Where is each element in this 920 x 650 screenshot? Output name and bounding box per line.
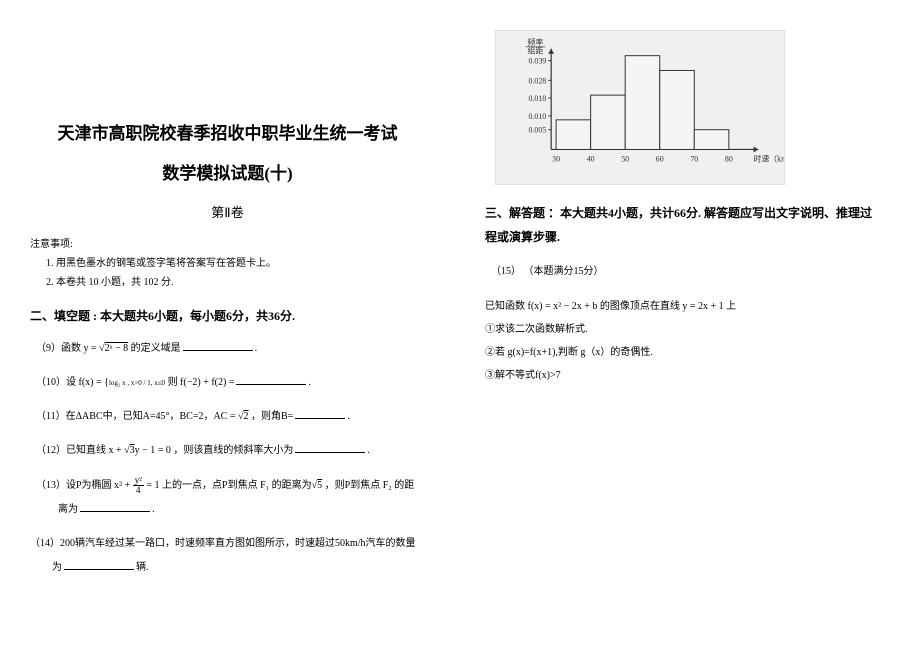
q15-given: 已知函数 f(x) = x² − 2x + b 的图像顶点在直线 y = 2x … — [485, 297, 880, 316]
blank — [236, 384, 306, 385]
right-column: 频率组距0.039 0.028 0.018 0.010 0.005 30 40 50 60 70 8… — [460, 0, 920, 650]
q13-sqrt-arg: 5 — [317, 480, 322, 491]
question-12: （12）已知直线 x + 3y − 1 = 0 ，则该直线的倾斜率大小为. — [36, 442, 425, 460]
q12-end: . — [367, 445, 370, 456]
sqrt-icon: 2ˣ − 8 — [99, 340, 128, 358]
q12-text-mid: y − 1 = 0 ，则该直线的倾斜率大小为 — [135, 445, 294, 456]
q10-text-pre: （10）设 f(x) = { — [36, 377, 109, 388]
q14-text-pre: （14）200辆汽车经过某一路口，时速频率直方图如图所示，时速超过50km/h汽… — [30, 538, 416, 549]
sqrt-icon: 2 — [238, 408, 249, 426]
question-14: （14）200辆汽车经过某一路口，时速频率直方图如图所示，时速超过50km/h汽… — [30, 535, 425, 577]
q13-text-mid1: = 1 上的一点，点P到焦点 F₁ 的距离为 — [144, 480, 312, 491]
q10-end: . — [308, 377, 311, 388]
q15-sub1: ①求该二次函数解析式. — [485, 320, 880, 339]
q15-sub3: ③解不等式f(x)>7 — [485, 366, 880, 385]
blank — [64, 569, 134, 570]
section3-header: 三、解答题 ：本大题共4小题，共计66分. 解答题应写出文字说明、推理过程或演算… — [485, 201, 880, 249]
q11-end: . — [347, 411, 350, 422]
svg-text:频率: 频率 — [528, 37, 544, 47]
paper-part: 第Ⅱ卷 — [30, 202, 425, 221]
histogram-chart: 频率组距0.039 0.028 0.018 0.010 0.005 30 40 50 60 70 8… — [495, 30, 785, 185]
svg-text:80: 80 — [725, 154, 733, 163]
q13-line2-wrap: 离为. — [58, 501, 425, 519]
svg-text:30: 30 — [552, 154, 560, 163]
svg-text:0.018: 0.018 — [529, 94, 547, 103]
notice-item-1: 1. 用黑色墨水的钢笔或签字笔将答案写在答题卡上。 — [46, 256, 425, 272]
sqrt-icon: 5 — [312, 477, 323, 495]
q9-text-post: 的定义域是 — [128, 343, 181, 354]
q9-end: . — [255, 343, 258, 354]
q14-line2: 为 — [52, 562, 62, 573]
q9-text-pre: （9）函数 y = — [36, 343, 99, 354]
svg-text:时速（km/h）: 时速（km/h） — [754, 153, 784, 163]
svg-text:0.010: 0.010 — [529, 112, 547, 121]
question-15: （15） （本题满分15分） — [491, 263, 880, 281]
q15-sub2: ②若 g(x)=f(x+1),判断 g（x）的奇偶性. — [485, 343, 880, 362]
q13-line2: 离为 — [58, 504, 78, 515]
question-10: （10）设 f(x) = {log₂ x , x>0 / 1, x≤0 则 f(… — [36, 374, 425, 392]
question-11: （11）在ΔABC中，已知A=45°，BC=2，AC = 2 ，则角B=. — [36, 408, 425, 426]
q15-num: （15） — [491, 266, 521, 277]
q15-score: （本题满分15分） — [524, 266, 604, 277]
notice-header: 注意事项: — [30, 235, 425, 250]
svg-text:0.028: 0.028 — [529, 76, 547, 85]
q13-end: . — [152, 504, 155, 515]
fraction: y²4 — [133, 476, 144, 495]
q12-text-pre: （12）已知直线 x + — [36, 445, 124, 456]
left-column: 天津市高职院校春季招收中职毕业生统一考试 数学模拟试题(十) 第Ⅱ卷 注意事项:… — [0, 0, 460, 650]
q15-sub3-text: ③解不等式f(x)>7 — [485, 370, 561, 381]
notice-item-2: 2. 本卷共 10 小题，共 102 分. — [46, 275, 425, 291]
blank — [295, 452, 365, 453]
svg-text:60: 60 — [656, 154, 664, 163]
svg-text:70: 70 — [690, 154, 698, 163]
q13-text-mid2: ，则P到焦点 F₂ 的距 — [322, 480, 414, 491]
svg-text:40: 40 — [587, 154, 595, 163]
q11-sqrt-arg: 2 — [244, 411, 249, 422]
question-9: （9）函数 y = 2ˣ − 8 的定义域是. — [36, 340, 425, 358]
q15-sub2-text: ②若 g(x)=f(x+1),判断 g（x）的奇偶性. — [485, 347, 653, 358]
main-title: 天津市高职院校春季招收中职毕业生统一考试 — [30, 120, 425, 149]
q10-piecewise: log₂ x , x>0 / 1, x≤0 — [109, 379, 165, 387]
q15-sub1-text: ①求该二次函数解析式. — [485, 324, 588, 335]
svg-text:0.005: 0.005 — [529, 126, 547, 135]
q11-text-pre: （11）在ΔABC中，已知A=45°，BC=2，AC = — [36, 411, 238, 422]
section2-header: 二、填空题 : 本大题共6小题，每小题6分，共36分. — [30, 307, 425, 324]
sqrt-icon: 3 — [124, 442, 135, 460]
blank — [80, 511, 150, 512]
q13-text-pre: （13）设P为椭圆 x² + — [36, 480, 133, 491]
frac-den: 4 — [133, 486, 144, 495]
q10-text-mid: 则 f(−2) + f(2) = — [165, 377, 234, 388]
q9-sqrt-arg: 2ˣ − 8 — [105, 343, 129, 354]
svg-text:0.039: 0.039 — [529, 57, 547, 66]
q14-end: 辆. — [136, 562, 149, 573]
sub-title: 数学模拟试题(十) — [30, 159, 425, 184]
blank — [295, 418, 345, 419]
chart-svg: 频率组距0.039 0.028 0.018 0.010 0.005 30 40 50 60 70 8… — [496, 31, 784, 184]
svg-text:50: 50 — [621, 154, 629, 163]
blank — [183, 350, 253, 351]
q11-text-mid: ，则角B= — [249, 411, 294, 422]
q14-line2-wrap: 为 辆. — [52, 559, 425, 577]
q12-sqrt-arg: 3 — [130, 445, 135, 456]
svg-text:组距: 组距 — [528, 46, 544, 56]
question-13: （13）设P为椭圆 x² + y²4 = 1 上的一点，点P到焦点 F₁ 的距离… — [36, 476, 425, 519]
